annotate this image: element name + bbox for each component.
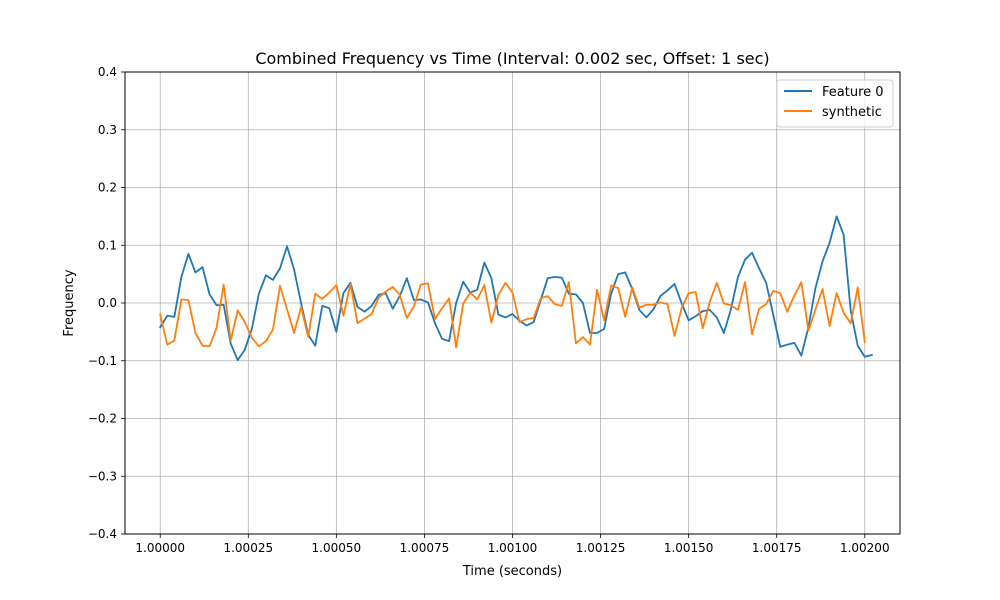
x-tick-label: 1.00025 [223,541,273,555]
legend-label-synthetic: synthetic [822,105,882,120]
x-tick-label: 1.00000 [135,541,185,555]
series-line-feature-0 [158,215,873,362]
legend: Feature 0 synthetic [776,79,894,128]
legend-label-feature-0: Feature 0 [822,85,884,100]
x-tick-label: 1.00050 [312,541,362,555]
y-tick-label: −0.4 [88,527,117,541]
x-tick-label: 1.00175 [752,541,802,555]
y-axis: 0.4 0.3 0.2 0.1 0.0 −0.1 −0.2 −0.3 −0.4 [88,65,125,541]
y-tick-label: 0.3 [98,123,117,137]
x-axis: 1.00000 1.00025 1.00050 1.00075 1.00100 1.001… [135,534,890,555]
x-tick-label: 1.00200 [840,541,890,555]
x-axis-label: Time (seconds) [462,564,562,579]
x-tick-label: 1.00125 [576,541,626,555]
series-line-synthetic [159,281,866,349]
x-tick-label: 1.00150 [664,541,714,555]
y-tick-label: 0.0 [98,296,117,310]
y-axis-label: Frequency [62,269,77,336]
y-tick-label: −0.1 [88,354,117,368]
x-tick-label: 1.00075 [400,541,450,555]
y-tick-label: 0.4 [98,65,117,79]
series-layer [158,215,873,362]
y-tick-label: 0.1 [98,238,117,252]
grid [125,71,900,535]
y-tick-label: −0.2 [88,412,117,426]
x-tick-label: 1.00100 [488,541,538,555]
y-tick-label: −0.3 [88,469,117,483]
y-tick-label: 0.2 [98,181,117,195]
chart-title: Combined Frequency vs Time (Interval: 0.… [255,49,769,68]
